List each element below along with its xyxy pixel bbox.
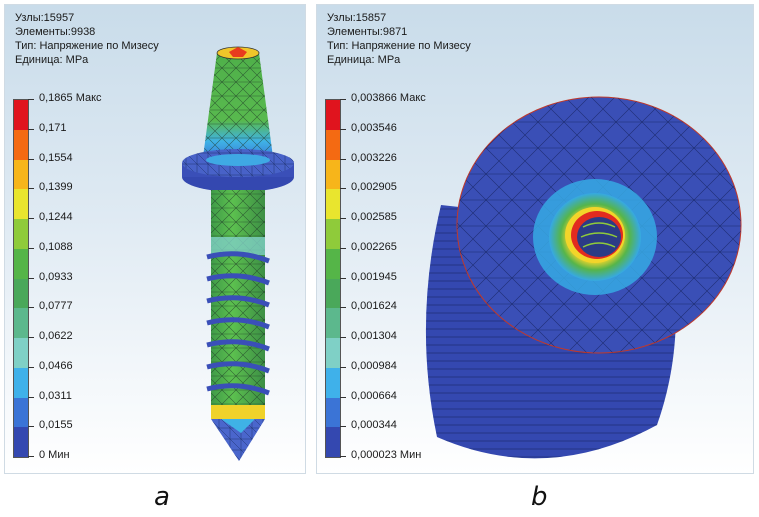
legend-tick [340,277,346,279]
legend-label: 0,0311 [39,389,72,402]
screw-head [203,46,273,157]
legend-tick [340,426,346,428]
legend-swatch [14,159,28,190]
legend-swatch [326,248,340,279]
legend-label: 0,1554 [39,151,73,164]
stress-type: Тип: Напряжение по Мизесу [15,40,159,52]
legend-tick [340,247,346,249]
legend-swatch [326,367,340,398]
legend-tick [28,307,34,309]
hole-stress-zone [533,179,657,295]
legend-swatch [14,219,28,249]
legend-tick [28,158,34,160]
legend-label: 0,001945 [351,270,397,283]
legend-tick [28,366,34,368]
legend-label: 0,1865 Макс [39,92,102,104]
legend-tick [340,188,346,190]
legend-swatch [14,278,28,309]
legend-tick [340,366,346,368]
screw-collar [182,149,294,192]
legend-swatch [14,248,28,279]
legend-tick [340,218,346,220]
legend-swatch [14,308,28,339]
legend-label: 0,001624 [351,300,397,313]
legend-label: 0,000344 [351,419,397,432]
legend-swatch [326,427,340,458]
legend-swatch [326,338,340,368]
legend-label: 0,001304 [351,330,397,343]
legend-tick [28,396,34,398]
legend-label: 0,0155 [39,419,73,432]
figure-panel-a: Узлы:15957 Элементы:9938 Тип: Напряжение… [4,4,306,474]
unit-label: Единица: MPa [327,54,401,66]
legend-swatch [326,219,340,249]
stress-type: Тип: Напряжение по Мизесу [327,40,471,52]
legend-tick [28,456,34,458]
legend-label: 0,1088 [39,240,73,253]
legend-label: 0,000664 [351,389,397,402]
figure-panel-b: Узлы:15857 Элементы:9871 Тип: Напряжение… [316,4,754,474]
legend-swatch [326,189,340,220]
legend-tick [340,128,346,130]
screw-tip [211,419,265,461]
legend-label: 0,1399 [39,181,73,194]
screw-model [182,46,294,461]
legend-label: 0,1244 [39,211,73,224]
caption-b: b [531,482,548,512]
legend-swatch [14,427,28,458]
legend-label: 0,003546 [351,121,397,134]
legend-color-bar [325,99,341,459]
legend-label: 0,000984 [351,359,397,372]
legend-swatch [326,308,340,339]
legend-color-bar [13,99,29,459]
legend-label: 0,002905 [351,181,397,194]
legend-swatch [326,397,340,428]
legend-tick [340,99,346,100]
legend-tick [28,99,34,100]
nodes-count: Узлы:15857 [327,12,387,24]
unit-label: Единица: MPa [15,54,89,66]
legend-tick [28,247,34,249]
legend-tick [28,128,34,130]
legend-label: 0,0777 [39,300,73,313]
nodes-count: Узлы:15957 [15,12,75,24]
legend-swatch [14,100,28,130]
legend-tick [28,337,34,339]
legend-tick [340,158,346,160]
legend-tick [28,277,34,279]
legend-tick [340,396,346,398]
legend-label: 0,003866 Макс [351,92,426,104]
legend-label: 0,003226 [351,151,397,164]
legend-label: 0,000023 Мин [351,449,422,462]
legend-tick [28,218,34,220]
legend-tick [340,337,346,339]
legend-swatch [14,397,28,428]
model-info-a: Узлы:15957 Элементы:9938 Тип: Напряжение… [15,11,159,67]
legend-tick [28,426,34,428]
legend-label: 0,002265 [351,240,397,253]
legend-tick [340,456,346,458]
legend-tick [28,188,34,190]
legend-label: 0,0466 [39,359,73,372]
legend-swatch [326,129,340,160]
legend-swatch [14,338,28,368]
legend-swatch [14,129,28,160]
legend-swatch [326,278,340,309]
cylinder-model [425,96,742,459]
legend-swatch [14,189,28,220]
legend-tick [340,307,346,309]
legend-label: 0,0622 [39,330,73,343]
legend-label: 0,0933 [39,270,73,283]
legend-label: 0,171 [39,121,67,134]
legend-label: 0,002585 [351,211,397,224]
model-info-b: Узлы:15857 Элементы:9871 Тип: Напряжение… [327,11,471,67]
legend-swatch [326,159,340,190]
screw-threads [206,251,270,396]
legend-swatch [326,100,340,130]
elements-count: Элементы:9871 [327,26,408,38]
legend-label: 0 Мин [39,449,70,462]
legend-swatch [14,367,28,398]
elements-count: Элементы:9938 [15,26,96,38]
caption-a: a [154,482,170,512]
